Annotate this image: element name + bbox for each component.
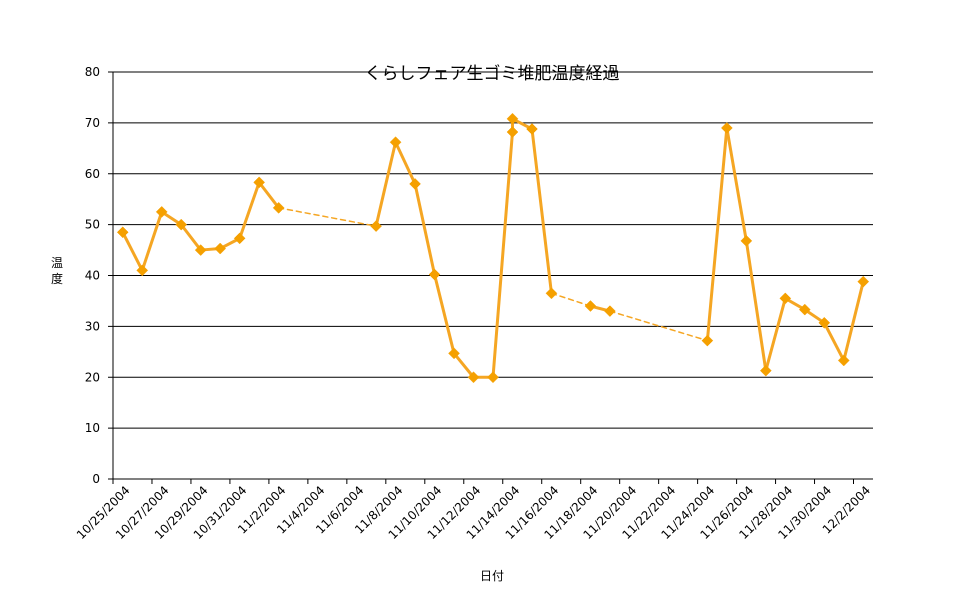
y-tick-label: 10 [85,421,100,435]
y-tick-label: 50 [85,218,100,232]
series-segment [491,130,514,379]
series-segment [374,140,398,228]
series-segment [433,272,456,355]
y-tick-label: 20 [85,370,100,384]
series-segment [725,126,748,243]
data-point [604,305,616,317]
data-point [370,220,382,233]
data-point [857,275,870,288]
data-point [506,112,519,125]
series-markers [116,112,870,384]
axes [108,71,873,484]
series-segment [238,180,261,240]
data-point [545,287,558,300]
data-point [740,235,753,247]
data-point [389,136,402,149]
data-point [526,123,538,135]
data-point [487,371,499,384]
data-point [779,292,792,305]
data-point [818,316,831,329]
series-segment [842,280,865,362]
data-point [448,347,460,360]
data-point [759,364,772,377]
series-segment [452,351,476,379]
data-point [233,232,246,245]
data-point [428,268,441,281]
series-segment [140,210,164,272]
data-point [136,264,149,277]
series-line [121,117,865,379]
series-segment [179,223,203,252]
y-tick-label: 40 [85,269,100,283]
y-tick-label: 80 [85,65,100,79]
data-point [467,371,480,384]
series-segment [394,140,417,186]
data-point [253,176,266,189]
series-segment [822,321,846,362]
x-axis-title: 日付 [480,569,504,583]
data-point [798,303,811,316]
data-point [155,206,168,218]
series-segment [705,126,729,343]
x-tick-labels: 10/25/200410/27/200410/29/200410/31/2004… [74,483,873,542]
data-point [701,334,714,347]
data-point [506,126,519,138]
data-point [214,242,227,255]
data-point [116,226,129,239]
data-point [584,300,597,312]
series-segment [744,239,768,373]
series-segment-dashed [609,310,709,342]
gridlines [113,71,873,429]
series-segment [121,230,144,272]
y-tick-labels: 0 10 20 30 40 50 60 70 80 [85,65,100,486]
data-point [175,218,188,231]
series-segment-dashed [550,292,592,307]
data-point [720,122,733,134]
y-tick-label: 30 [85,319,100,333]
y-tick-label: 0 [92,472,100,486]
y-tick-label: 70 [85,116,100,130]
data-point [272,201,285,214]
series-segment [764,296,787,373]
data-point [194,244,207,256]
series-segment [530,127,553,295]
chart-title: くらしフェア生ゴミ堆肥温度経過 [365,63,620,84]
y-axis-title: 温度 [51,256,63,286]
y-tick-label: 60 [85,167,100,181]
series-segment-dashed [277,207,377,227]
data-point [409,178,421,190]
series-segment [257,180,281,210]
series-segment [413,182,437,276]
data-point [837,354,850,367]
